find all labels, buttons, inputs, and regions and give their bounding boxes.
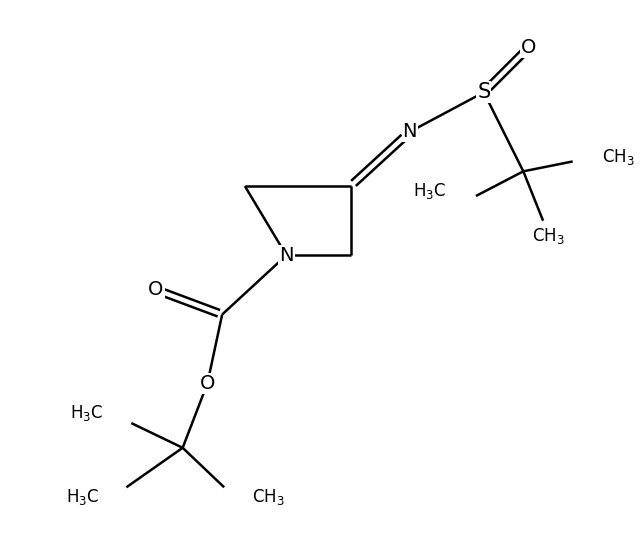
- Text: N: N: [403, 122, 417, 141]
- Text: H$_3$C: H$_3$C: [65, 487, 99, 507]
- Text: CH$_3$: CH$_3$: [252, 487, 285, 507]
- Text: H$_3$C: H$_3$C: [413, 181, 446, 201]
- Text: O: O: [520, 39, 536, 57]
- Text: H$_3$C: H$_3$C: [70, 403, 104, 424]
- Text: O: O: [148, 280, 164, 299]
- Text: CH$_3$: CH$_3$: [532, 226, 564, 245]
- Text: S: S: [477, 82, 490, 102]
- Text: O: O: [200, 374, 215, 393]
- Text: CH$_3$: CH$_3$: [602, 146, 635, 167]
- Text: N: N: [279, 246, 294, 265]
